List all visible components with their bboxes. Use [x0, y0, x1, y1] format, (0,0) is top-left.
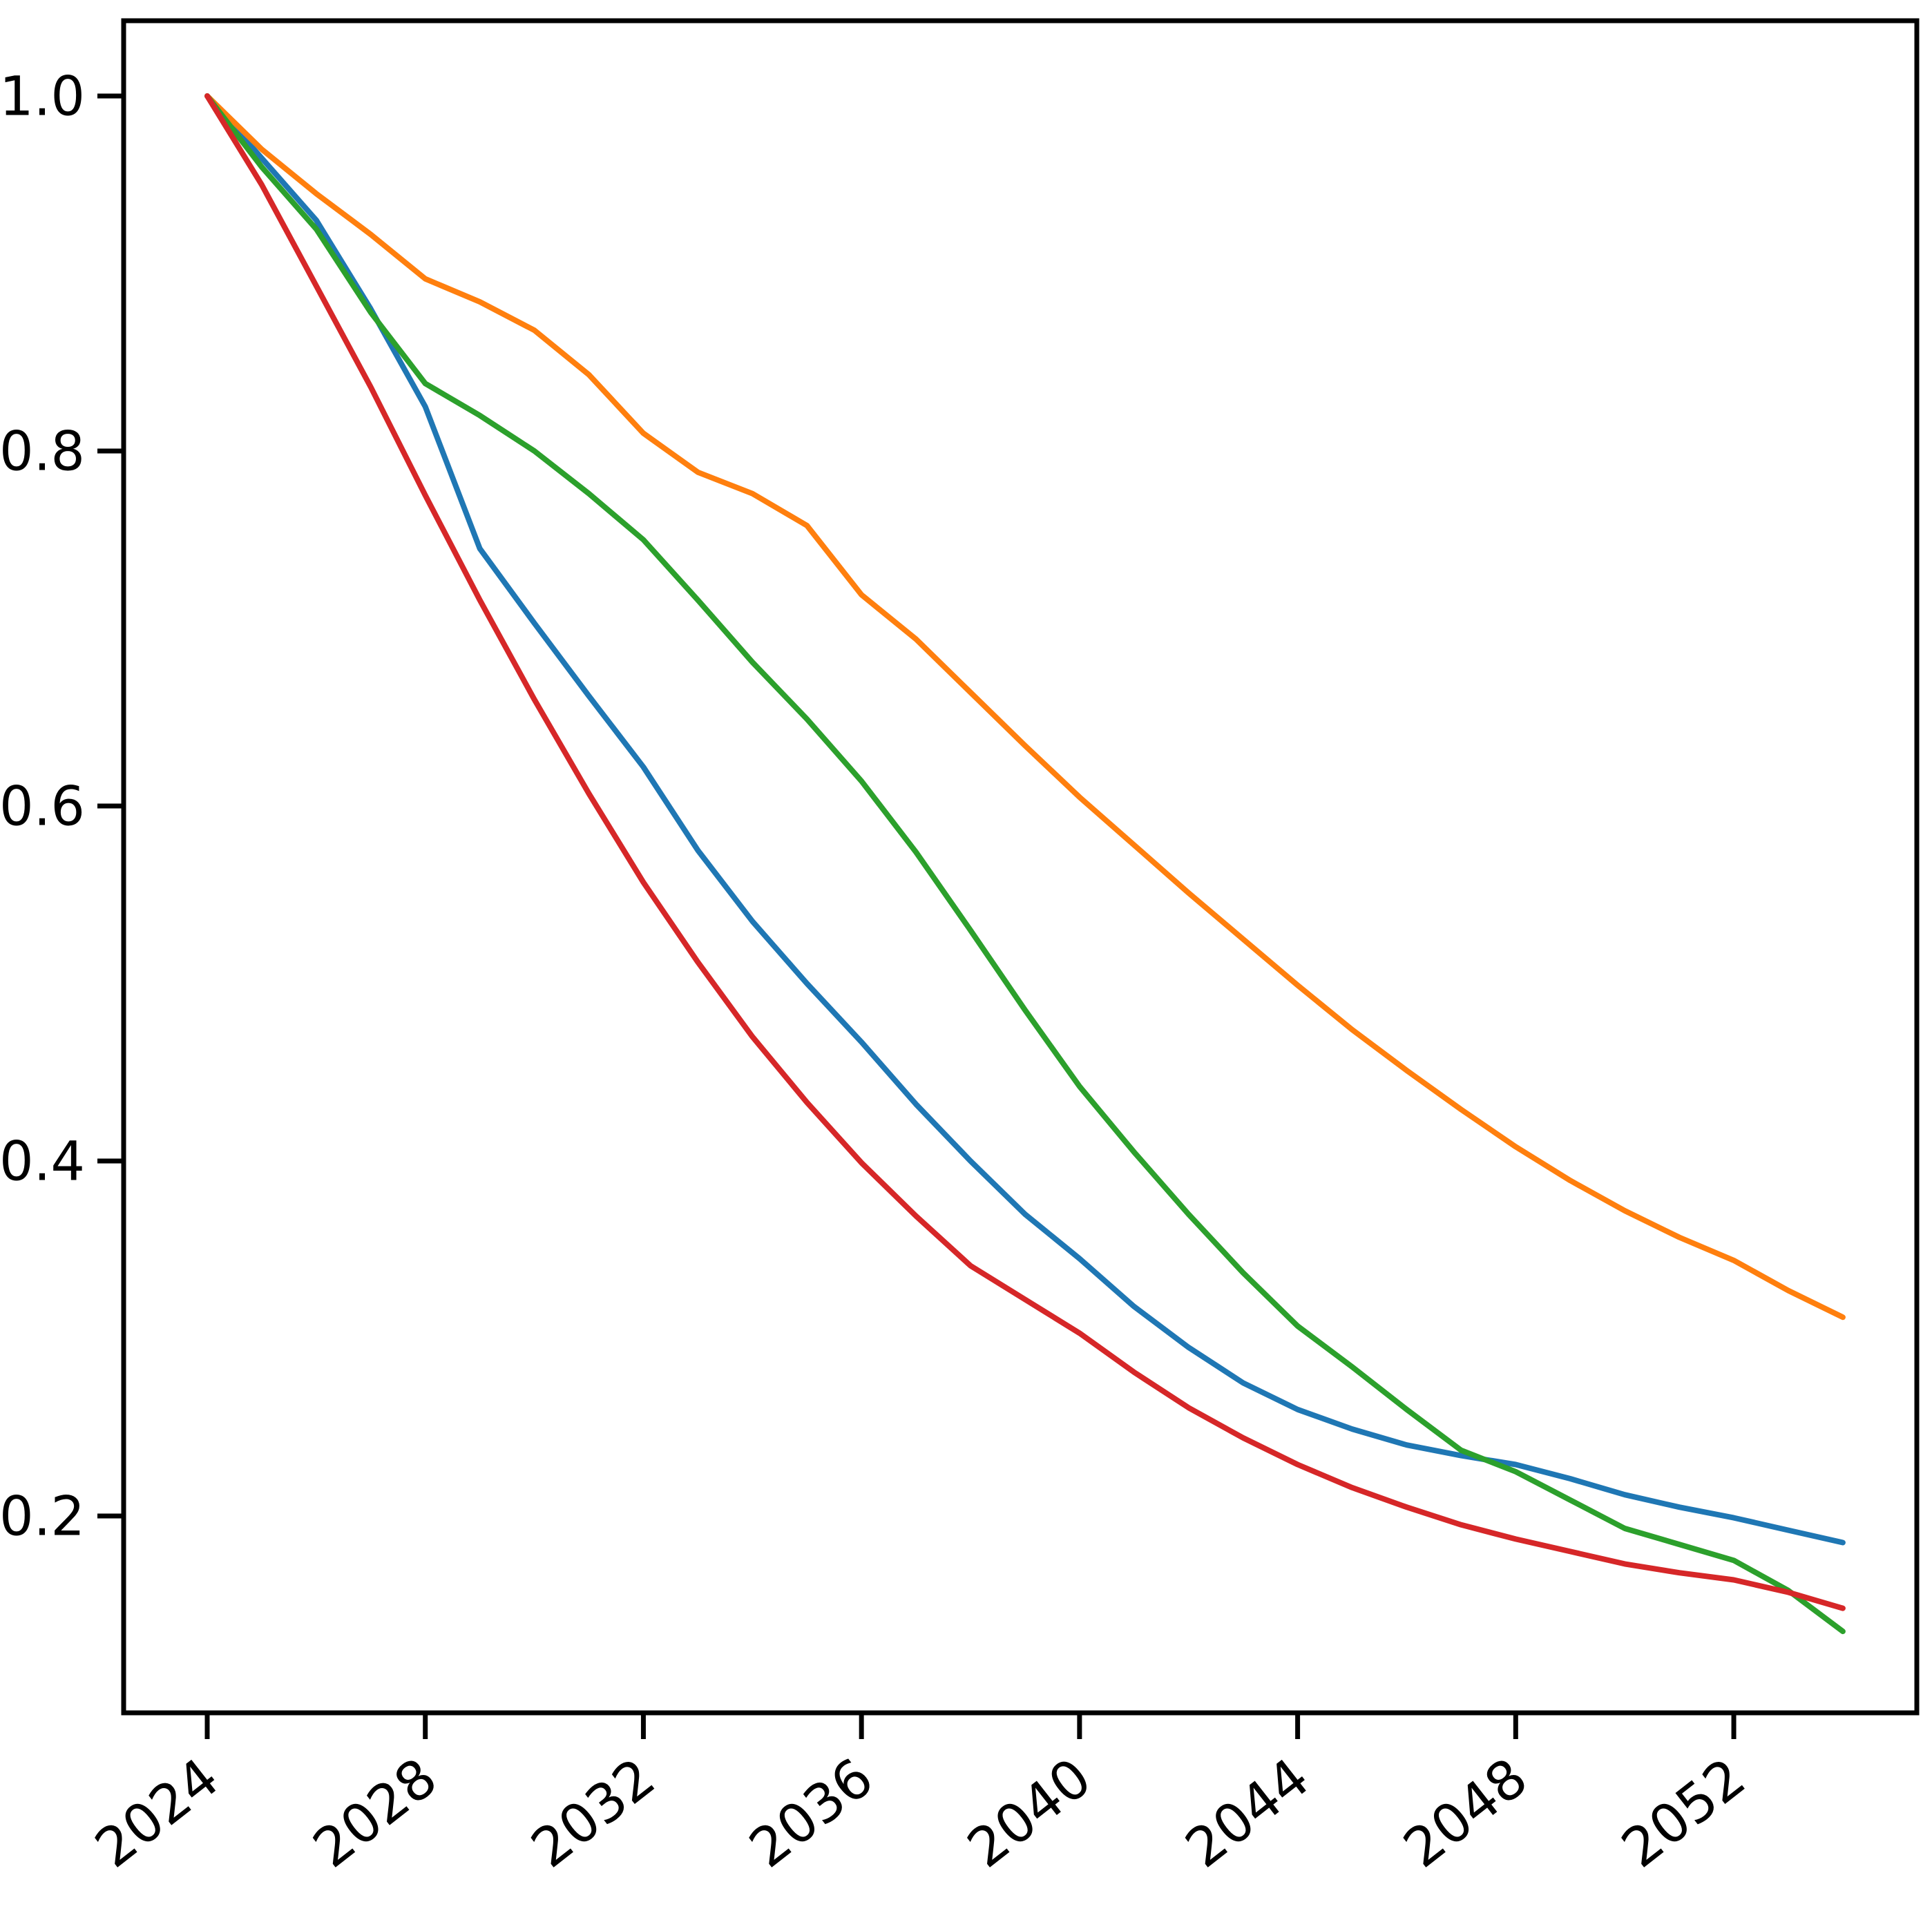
plot-area — [121, 18, 1920, 1716]
y-tick-label: 0.2 — [0, 1486, 85, 1548]
y-tick-label: 0.4 — [0, 1131, 85, 1193]
x-axis: 2024 2028 2032 2036 2040 2044 2048 2052 — [84, 1713, 1757, 1880]
axes-spines — [121, 18, 1920, 1716]
series-green — [204, 93, 1846, 1635]
x-tick-label: 2040 — [957, 1747, 1103, 1880]
series-red — [204, 93, 1846, 1611]
series-layer — [204, 93, 1846, 1635]
x-tick-label: 2052 — [1611, 1747, 1757, 1880]
series-orange — [204, 93, 1846, 1321]
x-tick-label: 2028 — [303, 1747, 449, 1880]
y-tick-label: 1.0 — [0, 66, 85, 128]
y-tick-label: 0.8 — [0, 421, 85, 483]
x-tick-label: 2024 — [84, 1747, 231, 1880]
x-tick-label: 2032 — [520, 1747, 667, 1880]
y-axis: 0.2 0.4 0.6 0.8 1.0 — [0, 66, 124, 1548]
x-tick-label: 2048 — [1393, 1747, 1539, 1880]
y-tick-label: 0.6 — [0, 776, 85, 838]
series-blue — [204, 93, 1846, 1546]
x-tick-label: 2036 — [738, 1747, 885, 1880]
x-tick-label: 2044 — [1174, 1747, 1321, 1880]
